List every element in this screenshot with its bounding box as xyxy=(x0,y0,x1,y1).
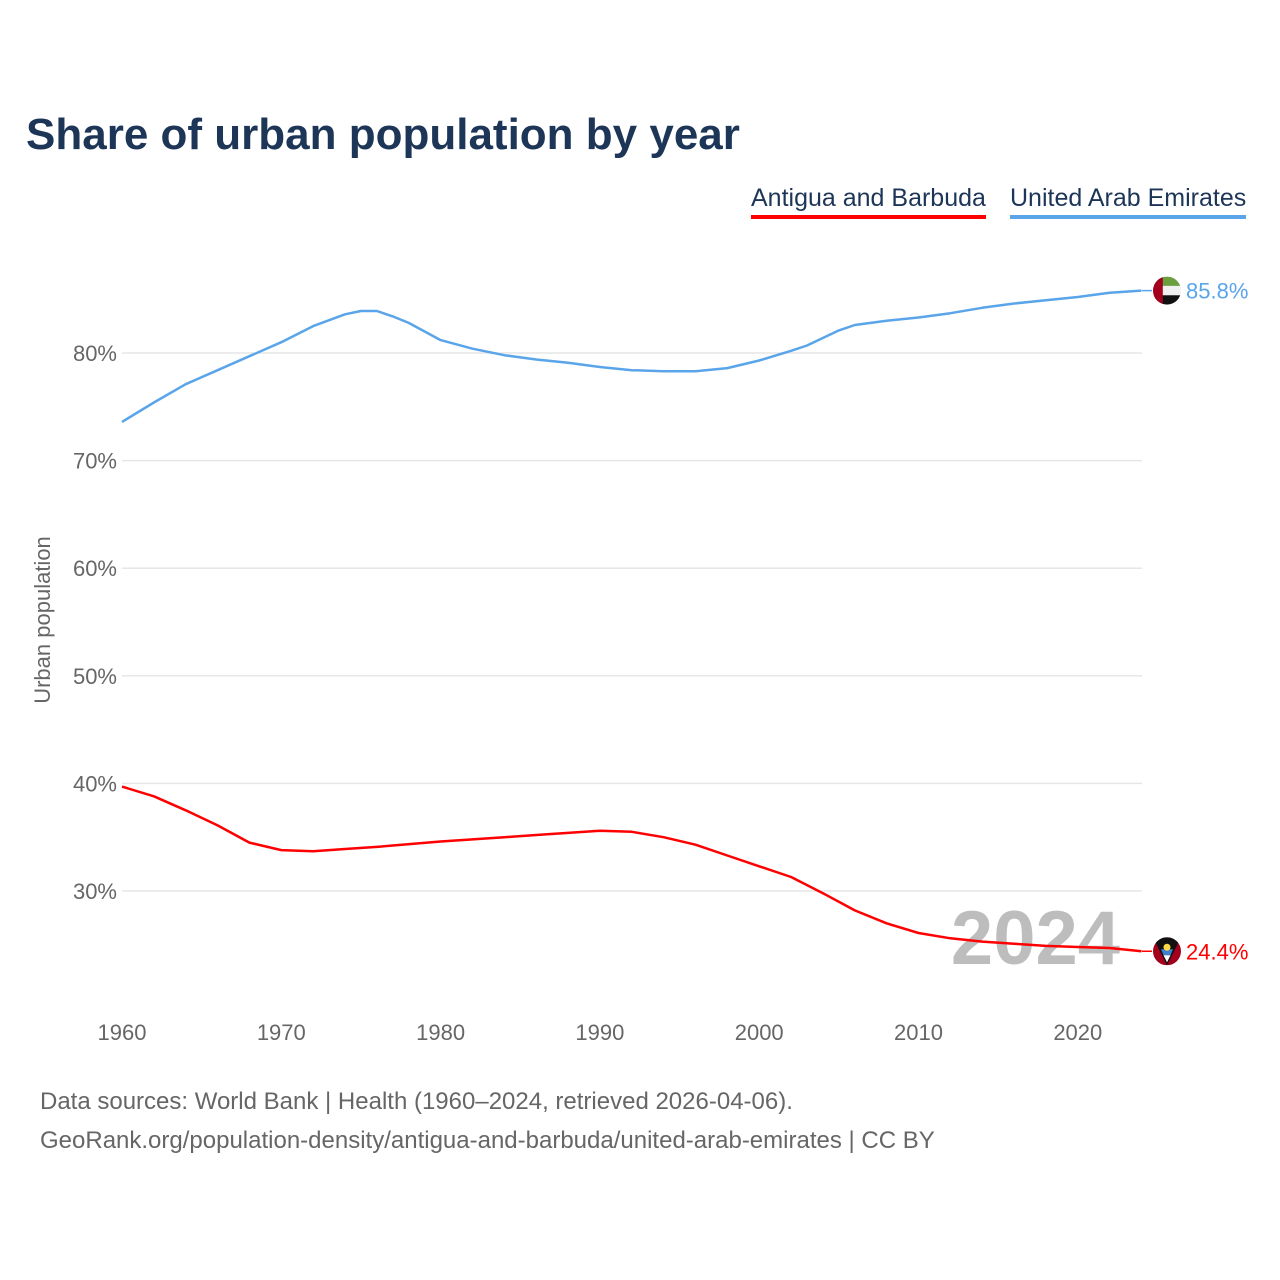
x-tick-label: 1990 xyxy=(575,1020,624,1045)
legend-antigua-and-barbuda[interactable]: Antigua and Barbuda xyxy=(751,184,986,219)
y-tick-label: 50% xyxy=(73,664,117,689)
x-tick-label: 1960 xyxy=(98,1020,147,1045)
x-tick-label: 2000 xyxy=(735,1020,784,1045)
y-tick-label: 60% xyxy=(73,556,117,581)
footer-link[interactable]: GeoRank.org/population-density/antigua-a… xyxy=(40,1127,935,1154)
y-tick-label: 80% xyxy=(73,341,117,366)
uae-flag-icon xyxy=(1153,276,1181,305)
year-watermark: 2024 xyxy=(951,896,1120,981)
y-tick-label: 30% xyxy=(73,879,117,904)
x-tick-label: 2010 xyxy=(894,1020,943,1045)
x-tick-label: 2020 xyxy=(1053,1020,1102,1045)
chart-title: Share of urban population by year xyxy=(26,110,740,159)
x-tick-label: 1980 xyxy=(416,1020,465,1045)
y-tick-label: 40% xyxy=(73,771,117,796)
series-line-antigua xyxy=(121,785,1142,953)
antigua-flag-icon xyxy=(1153,937,1181,966)
footer-sources: Data sources: World Bank | Health (1960–… xyxy=(40,1088,793,1115)
y-tick-label: 70% xyxy=(73,449,117,474)
end-value-label: 24.4% xyxy=(1186,939,1248,964)
x-tick-label: 1970 xyxy=(257,1020,306,1045)
series-line-uae xyxy=(121,289,1142,423)
y-axis-label: Urban population xyxy=(30,536,55,704)
end-value-label: 85.8% xyxy=(1186,279,1248,304)
legend-united-arab-emirates[interactable]: United Arab Emirates xyxy=(1010,184,1247,219)
